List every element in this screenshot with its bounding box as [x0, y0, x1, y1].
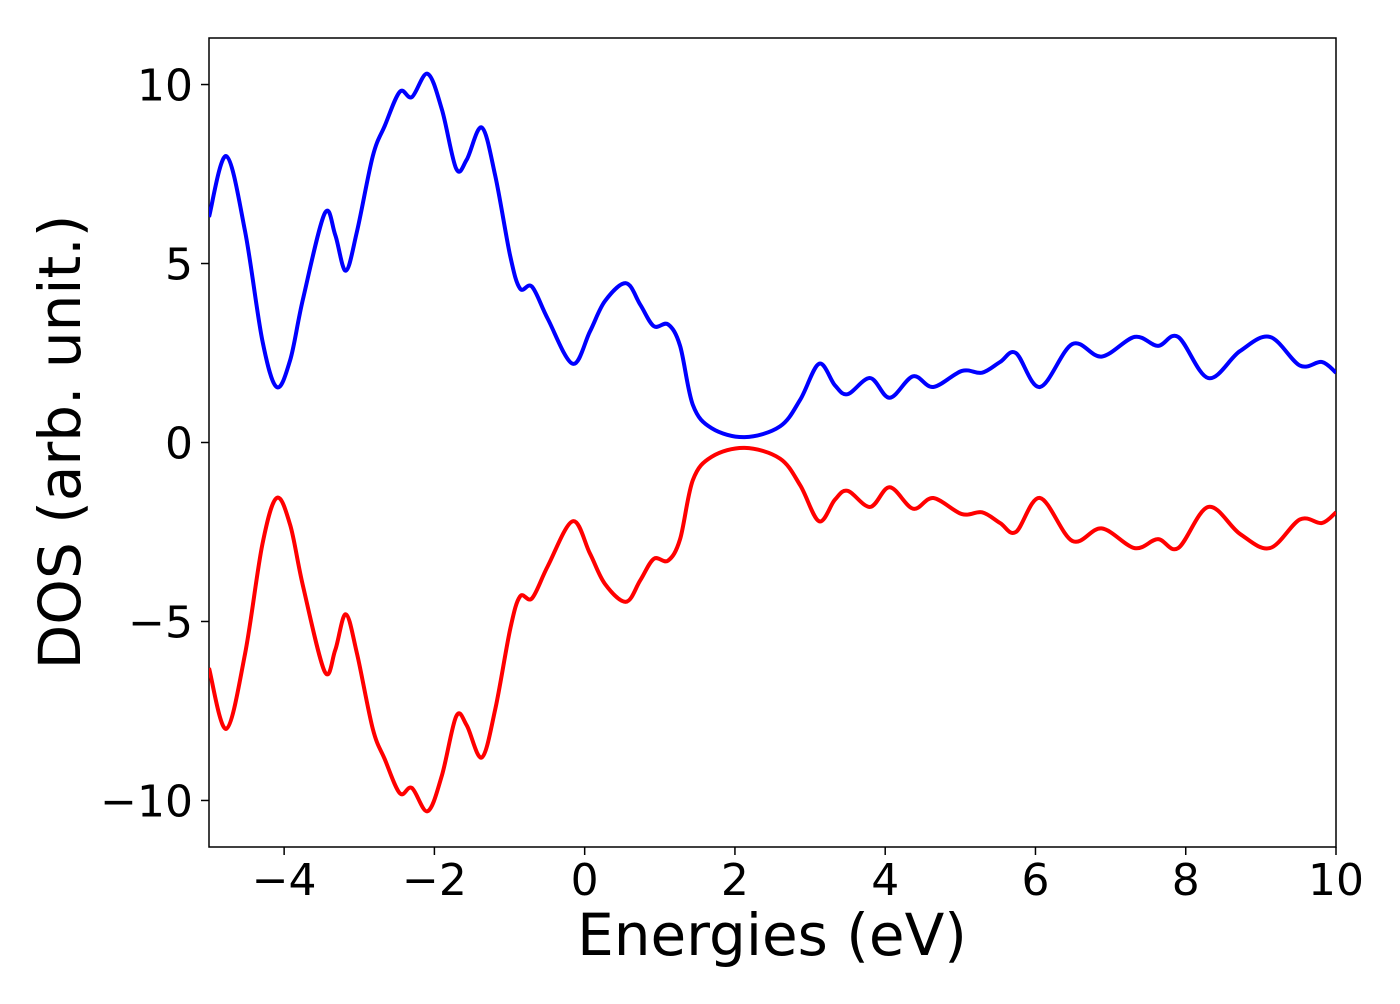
x-tick-label: 6 [1021, 855, 1049, 906]
x-axis-label: Energies (eV) [577, 901, 967, 969]
y-tick-label: 0 [165, 419, 193, 470]
x-tick-label: 4 [871, 855, 899, 906]
x-tick-label: −2 [402, 855, 467, 906]
x-tick-label: 10 [1308, 855, 1364, 906]
x-tick-label: 2 [721, 855, 749, 906]
x-tick-label: −4 [252, 855, 317, 906]
y-axis-label: DOS (arb. unit.) [26, 215, 94, 670]
plot-frame [208, 37, 1337, 848]
x-tick-label: 0 [571, 855, 599, 906]
y-tick-label: 10 [137, 61, 193, 112]
y-tick-label: −10 [100, 776, 193, 827]
x-tick-label: 8 [1172, 855, 1200, 906]
y-tick-label: 5 [165, 240, 193, 291]
line-series [209, 71, 1336, 440]
line-series [209, 445, 1336, 814]
y-tick-label: −5 [128, 597, 193, 648]
